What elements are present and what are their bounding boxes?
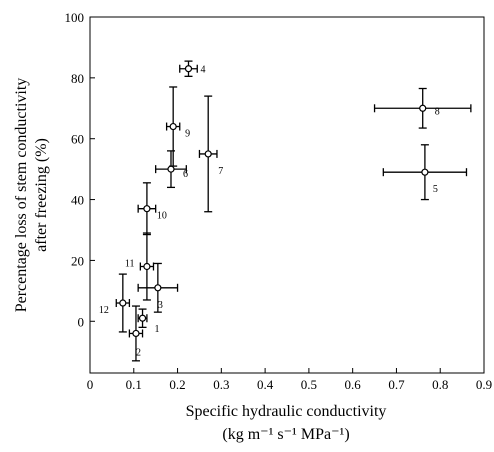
point-label: 6: [183, 169, 188, 180]
x-tick-label: 0.5: [301, 377, 317, 392]
y-tick-label: 100: [65, 10, 85, 25]
y-tick-label: 20: [71, 253, 84, 268]
y-tick-label: 40: [71, 193, 84, 208]
point-label: 2: [136, 347, 141, 358]
x-tick-label: 0.7: [388, 377, 405, 392]
point: [419, 104, 427, 112]
point: [184, 65, 193, 73]
point: [167, 165, 175, 173]
y-axis-label: Percentage loss of stem conductivity: [13, 78, 30, 313]
y-tick-label: 0: [78, 314, 85, 329]
point-label: 11: [125, 259, 135, 270]
point-label: 7: [218, 166, 223, 177]
point-label: 5: [433, 184, 438, 195]
point-label: 4: [201, 65, 206, 76]
point: [138, 314, 147, 322]
y-axis-label: after freezing (%): [33, 138, 50, 252]
point: [132, 329, 140, 338]
plot-frame: [89, 16, 485, 374]
x-axis-label: Specific hydraulic conductivity: [186, 403, 387, 420]
point: [154, 284, 162, 292]
x-tick-label: 0.9: [476, 377, 492, 392]
point: [421, 168, 429, 176]
x-axis-label: (kg m⁻¹ s⁻¹ MPa⁻¹): [222, 426, 349, 443]
point-label: 3: [158, 300, 163, 311]
y-tick-label: 60: [71, 132, 84, 147]
point: [143, 262, 151, 271]
point-label: 8: [435, 106, 440, 117]
x-tick-label: 0.4: [257, 377, 274, 392]
point-label: 1: [155, 324, 160, 335]
point-label: 9: [185, 129, 190, 140]
point: [119, 299, 127, 307]
point-label: 12: [99, 305, 109, 316]
point: [169, 122, 177, 131]
x-tick-label: 0.2: [169, 377, 185, 392]
y-tick-label: 80: [71, 71, 84, 86]
x-tick-label: 0.3: [213, 377, 229, 392]
x-tick-label: 0.8: [432, 377, 448, 392]
x-tick-label: 0: [87, 377, 94, 392]
point-label: 10: [157, 211, 167, 222]
x-tick-label: 0.1: [126, 377, 142, 392]
point: [204, 150, 212, 158]
x-tick-label: 0.6: [345, 377, 362, 392]
point: [143, 205, 151, 213]
